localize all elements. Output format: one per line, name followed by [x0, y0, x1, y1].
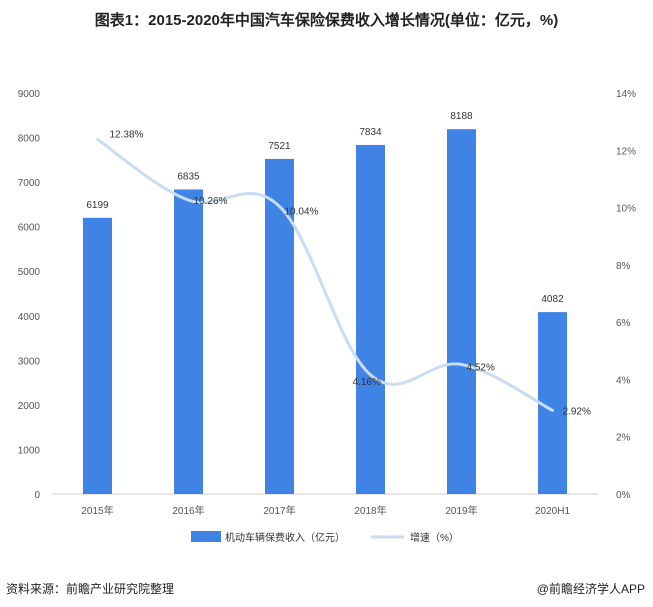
legend-label-bar: 机动车辆保费收入（亿元）	[225, 531, 345, 544]
y-left-tick-label: 3000	[18, 356, 41, 367]
bar	[83, 217, 112, 494]
growth-value-label: 10.04%	[285, 206, 319, 217]
y-left-tick-label: 1000	[18, 445, 41, 456]
y-left-tick-label: 8000	[18, 134, 41, 145]
growth-value-label: 12.38%	[110, 129, 144, 140]
y-left-tick-label: 4000	[18, 312, 41, 323]
y-right-tick-label: 10%	[616, 204, 636, 215]
y-left-tick-label: 5000	[18, 267, 41, 278]
growth-value-label: 2.92%	[563, 406, 591, 417]
growth-value-label: 10.26%	[194, 196, 228, 207]
y-right-tick-label: 2%	[616, 433, 631, 444]
y-left-tick-label: 0	[34, 490, 40, 501]
bar-value-label: 4082	[541, 294, 564, 305]
y-left-tick-label: 7000	[18, 178, 41, 189]
bar-value-label: 6835	[177, 171, 200, 182]
y-right-tick-label: 4%	[616, 375, 631, 386]
growth-value-label: 4.52%	[467, 363, 495, 374]
legend-label-line: 增速（%）	[410, 531, 459, 544]
bar-value-label: 7834	[359, 127, 382, 138]
growth-value-label: 4.16%	[353, 377, 381, 388]
y-left-tick-label: 2000	[18, 401, 41, 412]
y-right-tick-label: 0%	[616, 490, 631, 501]
x-tick-label: 2015年	[81, 504, 113, 517]
x-tick-label: 2017年	[263, 504, 295, 517]
x-tick-label: 2018年	[354, 504, 386, 517]
x-tick-label: 2020H1	[535, 506, 570, 517]
y-right-tick-label: 12%	[616, 146, 636, 157]
y-right-tick-label: 8%	[616, 261, 631, 272]
bar-value-label: 7521	[268, 141, 291, 152]
y-right-tick-label: 6%	[616, 318, 631, 329]
y-left-tick-label: 9000	[18, 89, 41, 100]
y-left-tick-label: 6000	[18, 223, 41, 234]
bar	[356, 144, 385, 494]
y-right-tick-label: 14%	[616, 89, 636, 100]
growth-line	[96, 137, 554, 412]
bar-value-label: 6199	[86, 200, 109, 211]
chart-title: 图表1：2015-2020年中国汽车保险保费收入增长情况(单位：亿元，%)	[94, 12, 559, 29]
bar	[265, 158, 294, 495]
bar-value-label: 8188	[450, 111, 473, 122]
bar	[174, 189, 203, 495]
x-tick-label: 2016年	[172, 504, 204, 517]
bar	[447, 129, 476, 494]
x-tick-label: 2019年	[445, 504, 477, 517]
source-note: 资料来源：前瞻产业研究院整理	[6, 582, 175, 596]
legend-swatch-bar	[191, 531, 221, 542]
brand-credit: @前瞻经济学人APP	[536, 582, 645, 596]
